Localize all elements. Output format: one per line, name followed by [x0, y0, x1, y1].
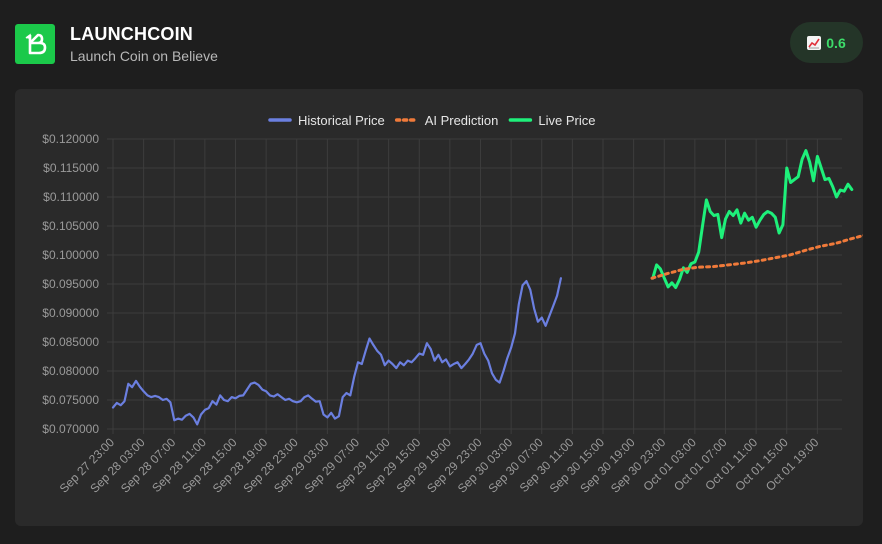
y-tick-label: $0.080000 [42, 364, 99, 378]
y-tick-label: $0.120000 [42, 132, 99, 146]
ai-prediction-line [650, 234, 863, 280]
y-tick-label: $0.115000 [43, 161, 99, 175]
y-tick-label: $0.075000 [42, 393, 99, 407]
page-title: LAUNCHCOIN [70, 24, 193, 44]
chart-trend-icon [807, 35, 822, 50]
y-tick-label: $0.100000 [42, 248, 99, 262]
page-subtitle: Launch Coin on Believe [70, 48, 218, 64]
live-price-line [651, 149, 854, 289]
score-badge-value: 0.6 [826, 34, 846, 51]
y-tick-label: $0.070000 [42, 422, 99, 436]
y-tick-label: $0.110000 [43, 190, 99, 204]
score-badge[interactable]: 0.6 [790, 22, 863, 63]
header: LAUNCHCOIN Launch Coin on Believe 0.6 [0, 0, 882, 88]
price-chart: $0.120000 $0.115000 $0.110000 $0.105000 $0.1… [42, 113, 863, 496]
legend-ai-prediction-label: AI Prediction [425, 113, 499, 128]
historical-price-line [111, 277, 563, 426]
legend-live-label: Live Price [538, 113, 595, 128]
y-tick-label: $0.085000 [42, 335, 99, 349]
y-tick-label: $0.090000 [42, 306, 99, 320]
y-tick-label: $0.095000 [42, 277, 99, 291]
believe-logo-icon [15, 24, 55, 64]
y-tick-label: $0.105000 [42, 219, 99, 233]
legend-historical-label: Historical Price [298, 113, 385, 128]
chart-card: $0.120000 $0.115000 $0.110000 $0.105000 $0.1… [15, 89, 863, 526]
chart-legend: Historical Price AI Prediction Live Price [268, 113, 595, 128]
